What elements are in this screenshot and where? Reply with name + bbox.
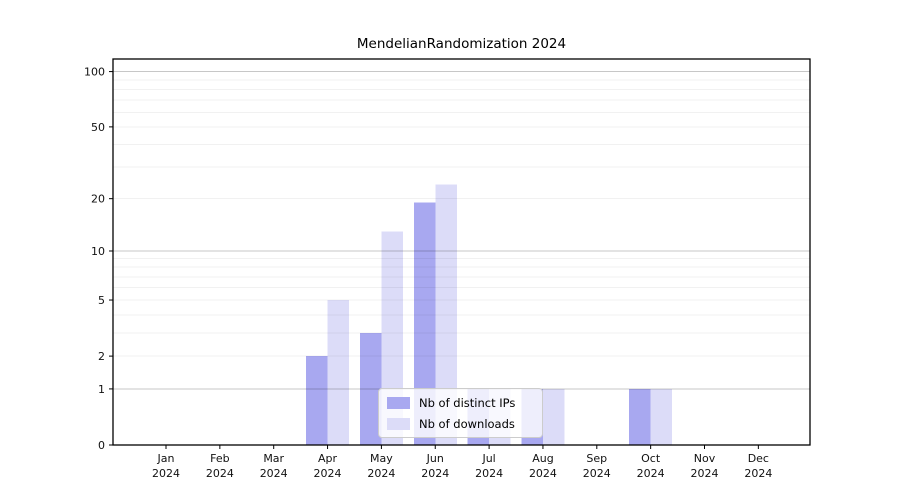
legend-label-distinct-ips: Nb of distinct IPs [419,396,516,410]
x-tick-label-apr: Apr 2024 [314,452,342,480]
plot-border [112,58,811,446]
bar-downloads-oct [650,388,673,445]
y-tick-label-0: 0 [98,439,105,452]
y-tick-label-2: 2 [98,350,105,363]
y-tick-label-50: 50 [91,121,105,134]
bar-ips-oct [629,388,651,445]
x-tick-label-sep: Sep 2024 [583,452,611,480]
x-tick-label-aug: Aug 2024 [529,452,557,480]
legend-entry-downloads: Nb of downloads [387,417,534,431]
legend: Nb of distinct IPs Nb of downloads [378,388,543,438]
bar-downloads-apr [327,300,350,445]
y-tick-label-5: 5 [98,294,105,307]
x-tick-label-oct: Oct 2024 [637,452,665,480]
x-tick-label-feb: Feb 2024 [206,452,234,480]
y-tick-label-1: 1 [98,383,105,396]
x-tick-label-jul: Jul 2024 [475,452,503,480]
legend-entry-distinct-ips: Nb of distinct IPs [387,396,534,410]
legend-swatch-distinct-ips [387,397,410,409]
bar-downloads-jun [435,184,457,446]
chart-title: MendelianRandomization 2024 [356,36,567,52]
legend-label-downloads: Nb of downloads [419,417,515,431]
bar-ips-jun [413,202,436,445]
bar-ips-may [359,332,382,445]
y-tick-label-10: 10 [91,245,105,258]
legend-swatch-downloads [387,418,410,430]
x-tick-label-mar: Mar 2024 [260,452,288,480]
bar-downloads-aug [542,388,565,445]
x-tick-label-dec: Dec 2024 [744,452,772,480]
x-tick-label-jun: Jun 2024 [421,452,449,480]
bar-ips-apr [306,356,328,445]
x-tick-label-nov: Nov 2024 [691,452,719,480]
x-tick-label-jan: Jan 2024 [152,452,180,480]
y-tick-label-100: 100 [84,66,105,79]
x-tick-label-may: May 2024 [367,452,395,480]
y-tick-label-20: 20 [91,193,105,206]
